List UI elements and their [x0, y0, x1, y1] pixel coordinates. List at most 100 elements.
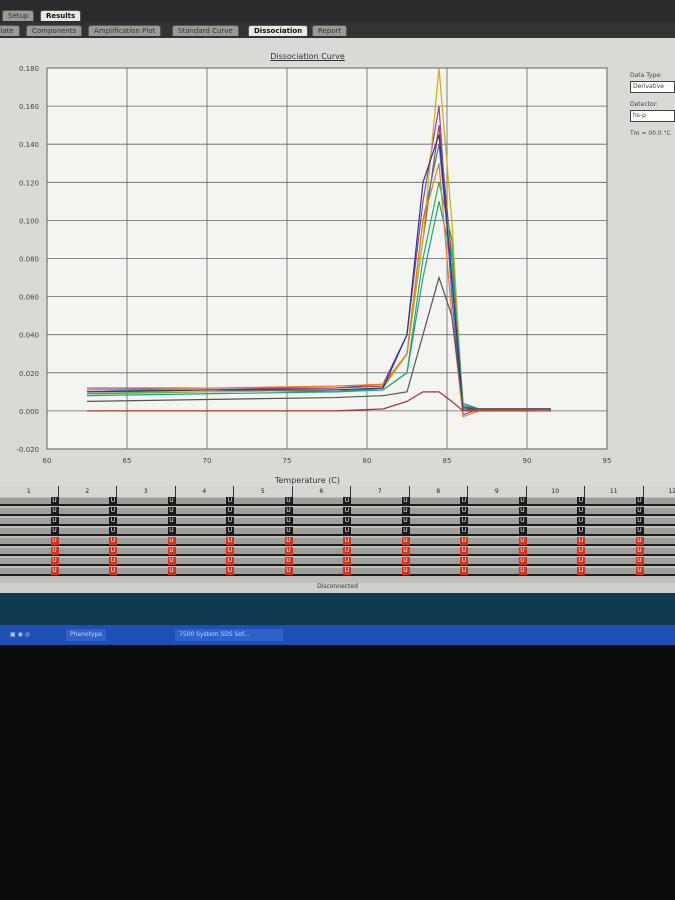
- plate-well[interactable]: U: [284, 537, 293, 545]
- plate-well[interactable]: U: [401, 497, 410, 505]
- plate-well[interactable]: U: [460, 507, 468, 515]
- plate-well[interactable]: U: [401, 547, 410, 555]
- plate-well[interactable]: U: [518, 557, 527, 565]
- plate-well[interactable]: U: [518, 527, 527, 535]
- plate-well[interactable]: U: [50, 557, 59, 565]
- plate-well[interactable]: U: [109, 527, 117, 535]
- plate-well[interactable]: U: [577, 547, 585, 555]
- plate-well[interactable]: U: [460, 527, 468, 535]
- tab-setup[interactable]: Setup: [2, 10, 35, 21]
- plate-column-header[interactable]: 8: [409, 486, 468, 497]
- plate-well[interactable]: U: [343, 507, 351, 515]
- plate-well[interactable]: U: [284, 547, 293, 555]
- plate-well[interactable]: U: [50, 537, 59, 545]
- plate-well[interactable]: U: [226, 537, 234, 545]
- plate-well[interactable]: U: [635, 547, 644, 555]
- plate-well[interactable]: U: [401, 507, 410, 515]
- plate-well[interactable]: U: [577, 517, 585, 525]
- plate-well[interactable]: U: [226, 557, 234, 565]
- plate-column-header[interactable]: 11: [585, 486, 644, 497]
- tab-amplification-plot[interactable]: Amplification Plot: [88, 25, 162, 36]
- data-type-select[interactable]: Derivative: [630, 81, 675, 93]
- plate-well[interactable]: U: [518, 517, 527, 525]
- plate-well[interactable]: U: [226, 527, 234, 535]
- plate-well[interactable]: U: [167, 567, 176, 575]
- plate-well[interactable]: U: [109, 517, 117, 525]
- plate-well[interactable]: U: [284, 507, 293, 515]
- plate-well[interactable]: U: [460, 547, 468, 555]
- plate-well[interactable]: U: [109, 547, 117, 555]
- plate-column-header[interactable]: 1: [0, 486, 59, 497]
- plate-well[interactable]: U: [50, 547, 59, 555]
- plate-well[interactable]: U: [518, 507, 527, 515]
- plate-well[interactable]: U: [167, 537, 176, 545]
- detector-select[interactable]: hs-p: [630, 110, 675, 122]
- plate-well[interactable]: U: [226, 547, 234, 555]
- plate-well[interactable]: U: [284, 557, 293, 565]
- plate-well[interactable]: U: [167, 497, 176, 505]
- plate-well[interactable]: U: [343, 537, 351, 545]
- plate-well[interactable]: U: [635, 567, 644, 575]
- plate-well[interactable]: U: [109, 537, 117, 545]
- plate-well[interactable]: U: [460, 517, 468, 525]
- tab-standard-curve[interactable]: Standard Curve: [172, 25, 239, 36]
- quick-launch-icons[interactable]: ▣ ◉ ◎: [10, 631, 30, 638]
- plate-well[interactable]: U: [109, 567, 117, 575]
- plate-well[interactable]: U: [343, 527, 351, 535]
- tab-report[interactable]: Report: [312, 25, 348, 36]
- plate-well[interactable]: U: [109, 557, 117, 565]
- plate-well[interactable]: U: [284, 527, 293, 535]
- plate-well[interactable]: U: [167, 527, 176, 535]
- plate-well[interactable]: U: [401, 557, 410, 565]
- plate-well[interactable]: U: [518, 547, 527, 555]
- tab-plate[interactable]: Plate: [0, 25, 20, 36]
- plate-well[interactable]: U: [343, 497, 351, 505]
- taskbar-folder[interactable]: Phenotype: [66, 629, 106, 641]
- plate-well[interactable]: U: [635, 557, 644, 565]
- plate-well[interactable]: U: [577, 557, 585, 565]
- plate-well[interactable]: U: [167, 547, 176, 555]
- plate-well[interactable]: U: [635, 527, 644, 535]
- plate-well[interactable]: U: [284, 517, 293, 525]
- plate-well[interactable]: U: [50, 507, 59, 515]
- plate-column-header[interactable]: 9: [468, 486, 527, 497]
- plate-column-header[interactable]: 3: [117, 486, 176, 497]
- plate-well[interactable]: U: [577, 527, 585, 535]
- plate-well[interactable]: U: [518, 537, 527, 545]
- plate-well[interactable]: U: [50, 517, 59, 525]
- tab-components[interactable]: Components: [26, 25, 83, 36]
- plate-well[interactable]: U: [343, 547, 351, 555]
- plate-well[interactable]: U: [167, 557, 176, 565]
- plate-well[interactable]: U: [343, 557, 351, 565]
- plate-well[interactable]: U: [167, 517, 176, 525]
- tab-dissociation[interactable]: Dissociation: [248, 25, 309, 36]
- plate-well[interactable]: U: [343, 567, 351, 575]
- plate-well[interactable]: U: [635, 497, 644, 505]
- plate-well[interactable]: U: [401, 527, 410, 535]
- plate-well[interactable]: U: [635, 537, 644, 545]
- plate-well[interactable]: U: [226, 497, 234, 505]
- plate-well[interactable]: U: [577, 567, 585, 575]
- plate-well[interactable]: U: [460, 567, 468, 575]
- plate-well[interactable]: U: [460, 537, 468, 545]
- plate-well[interactable]: U: [284, 497, 293, 505]
- plate-column-header[interactable]: 6: [292, 486, 351, 497]
- plate-well[interactable]: U: [50, 567, 59, 575]
- plate-well[interactable]: U: [167, 507, 176, 515]
- plate-well[interactable]: U: [50, 497, 59, 505]
- plate-column-header[interactable]: 7: [351, 486, 410, 497]
- plate-well[interactable]: U: [401, 567, 410, 575]
- tab-results[interactable]: Results: [40, 10, 82, 21]
- plate-well[interactable]: U: [577, 497, 585, 505]
- plate-well[interactable]: U: [518, 497, 527, 505]
- plate-well[interactable]: U: [226, 517, 234, 525]
- plate-well[interactable]: U: [343, 517, 351, 525]
- plate-well[interactable]: U: [284, 567, 293, 575]
- plate-well[interactable]: U: [577, 507, 585, 515]
- plate-well[interactable]: U: [109, 497, 117, 505]
- plate-column-header[interactable]: 12: [643, 486, 675, 497]
- plate-well[interactable]: U: [401, 517, 410, 525]
- plate-well[interactable]: U: [50, 527, 59, 535]
- plate-column-header[interactable]: 4: [175, 486, 234, 497]
- plate-well[interactable]: U: [226, 567, 234, 575]
